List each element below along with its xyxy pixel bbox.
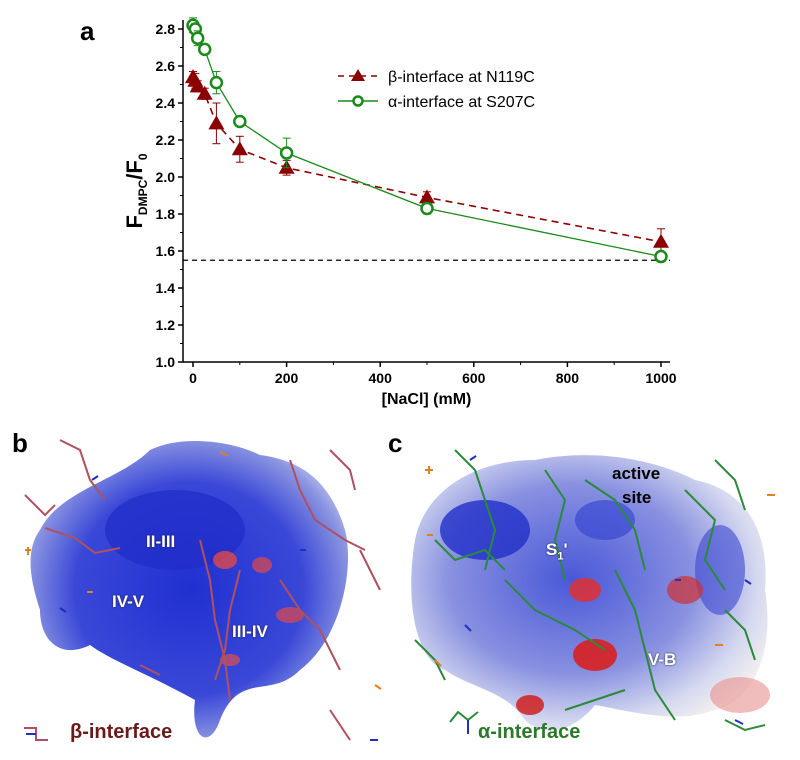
y-tick-label: 2.2: [156, 132, 176, 148]
beta-interface-surface-image: [24, 439, 382, 741]
salt-dependence-chart: 1.0 1.2 1.4 1.6 1.8 2.0 2.2 2.4 2.6 2.8 0 200 400 600…: [122, 17, 677, 408]
y-tick-label: 1.4: [156, 280, 176, 296]
data-point-circle: [190, 31, 205, 45]
panel-label-b: b: [12, 428, 28, 458]
data-point-triangle: [419, 189, 435, 204]
s1-prime-label: S1': [546, 540, 568, 562]
beta-interface-label: β-interface: [70, 721, 173, 743]
y-tick-label: 1.8: [156, 206, 176, 222]
data-point-triangle: [231, 141, 248, 156]
region-label-III-IV: III-IV: [232, 622, 268, 641]
data-point-circle: [197, 42, 212, 57]
region-label-IV-V: IV-V: [112, 592, 145, 611]
data-point-triangle: [189, 78, 206, 93]
legend-marker-triangle: [351, 69, 365, 81]
x-tick-label: 0: [189, 370, 197, 386]
panel-label-c: c: [388, 428, 403, 458]
data-point-triangle: [208, 115, 225, 130]
legend-label-beta: β-interface at N119C: [388, 69, 535, 86]
lipid-legend-icon-beta: [24, 727, 48, 741]
y-tick-label: 1.2: [156, 317, 176, 333]
s1-prime-label-sub: 1: [557, 550, 564, 563]
data-point-triangle: [653, 233, 669, 248]
x-tick-label: 200: [275, 370, 299, 386]
active-site-label-line1: active: [612, 464, 661, 483]
x-tick-label: 800: [556, 370, 580, 386]
data-point-circle: [420, 201, 434, 216]
panel-label-a: a: [80, 16, 95, 46]
y-tick-label: 2.0: [156, 169, 176, 185]
alpha-interface-surface-image: [411, 449, 775, 732]
data-point-circle: [654, 249, 668, 264]
y-tick-label: 2.4: [156, 95, 176, 111]
active-site-label-line2: site: [622, 488, 652, 507]
y-tick-label: 2.6: [156, 58, 176, 74]
x-tick-label: 1000: [645, 370, 676, 386]
data-point-circle: [233, 114, 247, 129]
x-tick-label: 600: [462, 370, 486, 386]
s1-prime-label-prime: ': [563, 540, 568, 559]
y-tick-label: 2.8: [156, 21, 176, 37]
legend-label-alpha: α-interface at S207C: [388, 94, 535, 111]
region-label-V-B: V-B: [648, 650, 677, 669]
data-point-circle: [209, 75, 224, 90]
legend-marker-circle: [352, 95, 364, 107]
region-label-II-III: II-III: [146, 532, 176, 551]
x-axis-label: [NaCl] (mM): [382, 391, 472, 408]
lipid-legend-icon-alpha: [449, 710, 479, 734]
y-tick-label: 1.6: [156, 243, 176, 259]
x-tick-label: 400: [369, 370, 393, 386]
fit-curve-alpha: [192, 24, 662, 258]
data-point-triangle: [196, 85, 213, 100]
alpha-interface-label: α-interface: [478, 721, 581, 743]
y-axis-label: FDMPC/F0: [122, 153, 150, 228]
y-tick-label: 1.0: [156, 354, 176, 370]
data-point-circle: [279, 146, 294, 160]
s1-prime-label-s: S: [546, 540, 558, 559]
